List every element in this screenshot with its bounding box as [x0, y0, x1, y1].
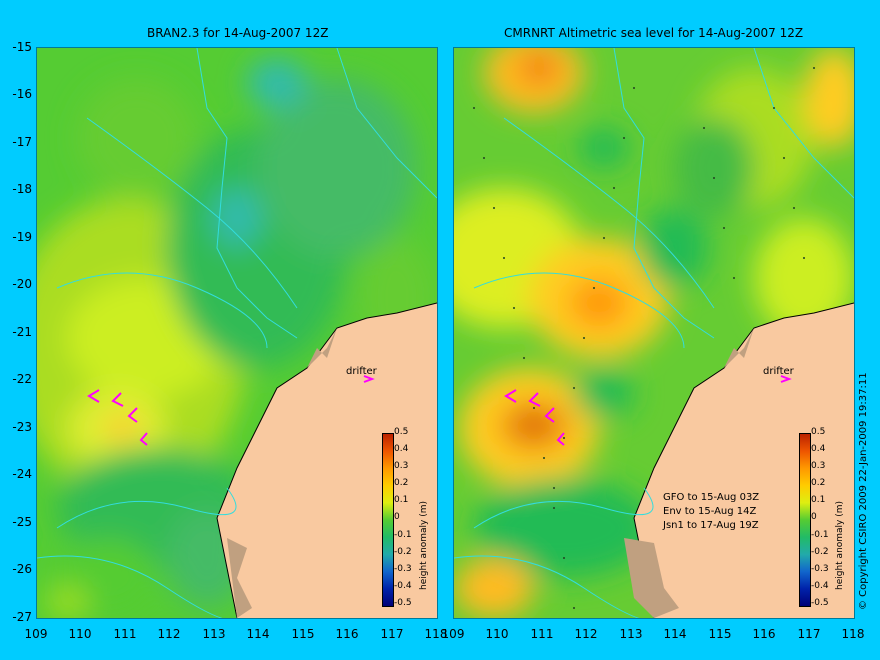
colorbar-tick: 0 [394, 512, 400, 522]
y-tick-label: -16 [12, 87, 32, 101]
x-tick-label: 111 [113, 627, 137, 641]
colorbar-tick: -0.2 [811, 547, 829, 557]
colorbar-tick: -0.2 [394, 547, 412, 557]
y-tick-label: -20 [12, 277, 32, 291]
left-panel-title: BRAN2.3 for 14-Aug-2007 12Z [147, 26, 329, 40]
satellite-track-points [473, 67, 815, 609]
x-tick-label: 110 [485, 627, 509, 641]
bathymetry-contours [37, 48, 437, 618]
x-tick-label: 112 [574, 627, 598, 641]
satellite-legend-item: Jsn1 to 17-Aug 19Z [663, 520, 759, 531]
y-tick-label: -27 [12, 610, 32, 624]
y-tick-label: -18 [12, 182, 32, 196]
colorbar-tick: 0.5 [394, 427, 409, 437]
colorbar-tick: 0.4 [811, 444, 826, 454]
satellite-legend-item: GFO to 15-Aug 03Z [663, 492, 760, 503]
colorbar-tick: 0.1 [394, 495, 409, 505]
colorbar-tick: 0.3 [394, 461, 409, 471]
colorbar-tick: 0.2 [811, 478, 826, 488]
colorbar-tick: -0.1 [811, 530, 829, 540]
x-tick-label: 111 [530, 627, 554, 641]
left-colorbar [382, 433, 394, 607]
drifter-track-arrows [87, 375, 375, 446]
copyright-text: © Copyright CSIRO 2009 22-Jan-2009 19:37… [858, 372, 869, 610]
x-tick-label: 114 [246, 627, 270, 641]
colorbar-tick: 0.4 [394, 444, 409, 454]
colorbar-tick: 0.2 [394, 478, 409, 488]
right-colorbar [799, 433, 811, 607]
left-height-anomaly-map [37, 48, 437, 618]
y-tick-label: -26 [12, 562, 32, 576]
x-tick-label: 114 [663, 627, 687, 641]
colorbar-tick: -0.3 [811, 564, 829, 574]
x-tick-label: 109 [24, 627, 48, 641]
left-colorbar-title: height anomaly (m) [419, 500, 429, 590]
colorbar-tick: 0 [811, 512, 817, 522]
right-drifter-label: drifter [763, 366, 794, 377]
right-map-panel [453, 47, 855, 619]
x-tick-label: 113 [202, 627, 226, 641]
colorbar-tick: -0.1 [394, 530, 412, 540]
y-tick-label: -15 [12, 40, 32, 54]
colorbar-tick: 0.5 [811, 427, 826, 437]
left-map-panel [36, 47, 438, 619]
colorbar-tick: -0.4 [811, 581, 829, 591]
satellite-legend-item: Env to 15-Aug 14Z [663, 506, 757, 517]
y-tick-label: -19 [12, 230, 32, 244]
y-tick-label: -23 [12, 420, 32, 434]
x-tick-label: 115 [291, 627, 315, 641]
right-colorbar-title: height anomaly (m) [835, 500, 845, 590]
x-tick-label: 115 [708, 627, 732, 641]
x-tick-label: 109 [441, 627, 465, 641]
y-tick-label: -17 [12, 135, 32, 149]
y-tick-label: -24 [12, 467, 32, 481]
colorbar-tick: 0.1 [811, 495, 826, 505]
right-height-anomaly-map [454, 48, 854, 618]
colorbar-tick: -0.4 [394, 581, 412, 591]
colorbar-tick: -0.5 [811, 598, 829, 608]
x-tick-label: 118 [841, 627, 865, 641]
bathymetry-contours [454, 48, 854, 618]
x-tick-label: 112 [157, 627, 181, 641]
x-tick-label: 117 [380, 627, 404, 641]
x-tick-label: 116 [335, 627, 359, 641]
colorbar-tick: -0.5 [394, 598, 412, 608]
right-panel-title: CMRNRT Altimetric sea level for 14-Aug-2… [504, 26, 804, 40]
x-tick-label: 118 [424, 627, 448, 641]
y-tick-label: -21 [12, 325, 32, 339]
colorbar-tick: 0.3 [811, 461, 826, 471]
x-tick-label: 116 [752, 627, 776, 641]
y-tick-label: -22 [12, 372, 32, 386]
drifter-track-arrows [504, 375, 792, 446]
left-drifter-label: drifter [346, 366, 377, 377]
colorbar-tick: -0.3 [394, 564, 412, 574]
x-tick-label: 113 [619, 627, 643, 641]
x-tick-label: 110 [68, 627, 92, 641]
y-tick-label: -25 [12, 515, 32, 529]
x-tick-label: 117 [797, 627, 821, 641]
